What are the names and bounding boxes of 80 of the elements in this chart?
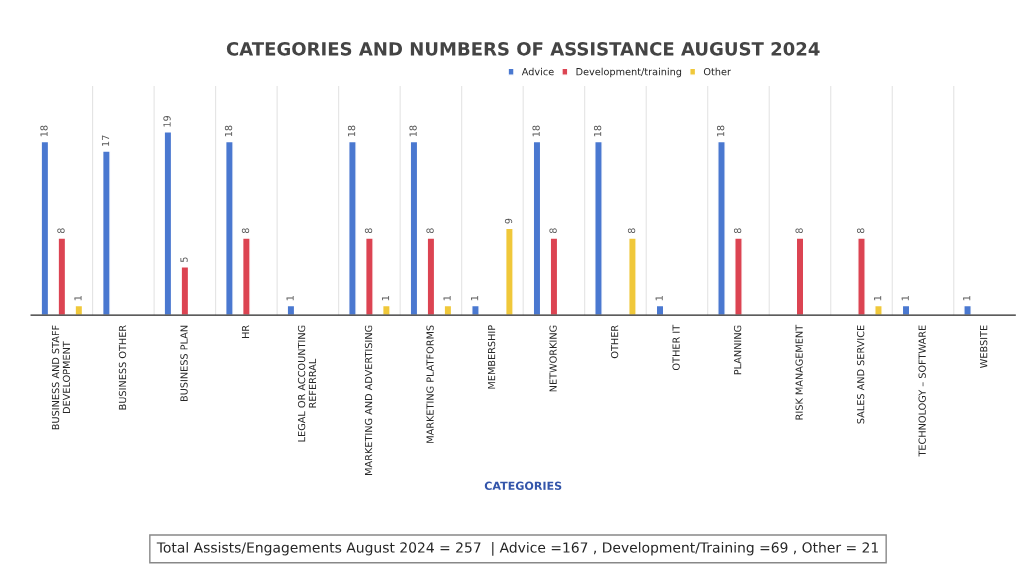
x-tick-label: HR [241, 325, 250, 338]
bar [532, 140, 542, 316]
data-label: 8 [733, 228, 742, 234]
data-label: 9 [504, 218, 513, 224]
data-label: 1 [901, 296, 909, 301]
data-label: 1 [74, 296, 82, 301]
bar [101, 150, 111, 316]
bar [286, 304, 296, 316]
x-tick-label: PLANNING [733, 325, 742, 375]
bar [505, 227, 514, 316]
data-label: 1 [874, 296, 882, 301]
legend-label: Development/training [576, 67, 682, 78]
data-label: 18 [409, 125, 417, 137]
bar [426, 237, 436, 316]
bar [180, 266, 190, 316]
data-label: 1 [655, 296, 663, 301]
data-label: 18 [593, 125, 602, 137]
data-label: 17 [101, 135, 110, 146]
x-tick-label: LEGAL OR ACCOUNTING REFERRAL [297, 325, 317, 442]
data-label: 1 [381, 296, 390, 301]
data-label: 18 [40, 125, 48, 137]
legend-label: Advice [521, 67, 554, 76]
x-tick-label: MARKETING PLATFORMS [426, 325, 434, 443]
x-tick-label: BUSINESS AND STAFF DEVELOPMENT [51, 325, 71, 430]
data-label: 18 [532, 125, 540, 137]
bar [901, 304, 911, 316]
bar [857, 237, 866, 316]
legend-label: Other [703, 67, 731, 76]
bar [40, 140, 50, 316]
data-label: 8 [856, 228, 865, 234]
x-tick-label: WEBSITE [979, 325, 988, 368]
x-tick-label: BUSINESS OTHER [118, 325, 127, 410]
text: Total Assists/Engagements August 2024 = 257 | Advice =167 , Development/Training =69 , Other = 21 [156, 541, 878, 556]
bar [163, 131, 173, 316]
x-tick-label: MARKETING AND ADVERTISING [364, 325, 373, 475]
data-label: 1 [286, 296, 294, 301]
bar [57, 237, 67, 316]
data-label: 18 [716, 125, 725, 137]
x-tick-label: TECHNOLOGY – SOFTWARE [918, 325, 926, 457]
bar [549, 237, 559, 316]
bar [443, 304, 453, 316]
bar [795, 237, 805, 316]
data-label: 1 [471, 296, 479, 301]
x-tick-label: BUSINESS PLAN [180, 325, 188, 402]
data-label: 8 [241, 228, 250, 234]
data-label: 5 [180, 257, 188, 262]
bar [471, 304, 480, 316]
bar [734, 237, 743, 316]
data-label: 18 [347, 125, 356, 137]
bar [225, 140, 234, 316]
bar [348, 140, 357, 316]
bar [963, 304, 972, 316]
bar [874, 304, 883, 316]
bar [628, 237, 637, 316]
chart-title: CATEGORIES AND NUMBERS OF ASSISTANCE AUGUST 2024 [226, 41, 820, 56]
x-tick-label: SALES AND SERVICE [856, 325, 865, 424]
bar [655, 304, 665, 316]
bar [365, 237, 374, 316]
bar [409, 140, 419, 316]
bar [717, 140, 726, 316]
data-label: 8 [57, 228, 65, 234]
bar [74, 304, 84, 316]
data-label: 8 [627, 228, 636, 234]
x-axis-title: CATEGORIES [484, 481, 562, 491]
data-label: 8 [426, 228, 434, 234]
bar [381, 304, 391, 316]
x-tick-label: RISK MANAGEMENT [795, 324, 803, 420]
data-label: 18 [224, 125, 233, 137]
data-label: 1 [443, 296, 451, 301]
x-tick-label: NETWORKING [549, 325, 557, 392]
data-label: 19 [163, 115, 171, 127]
bar [241, 237, 251, 316]
data-label: 8 [364, 228, 373, 234]
x-tick-label: OTHER [610, 325, 619, 359]
data-label: 8 [549, 228, 557, 234]
x-tick-label: OTHER IT [672, 324, 680, 371]
data-label: 8 [795, 228, 803, 234]
data-label: 1 [963, 296, 971, 301]
x-tick-label: MEMBERSHIP [487, 325, 496, 389]
bar [594, 140, 603, 316]
